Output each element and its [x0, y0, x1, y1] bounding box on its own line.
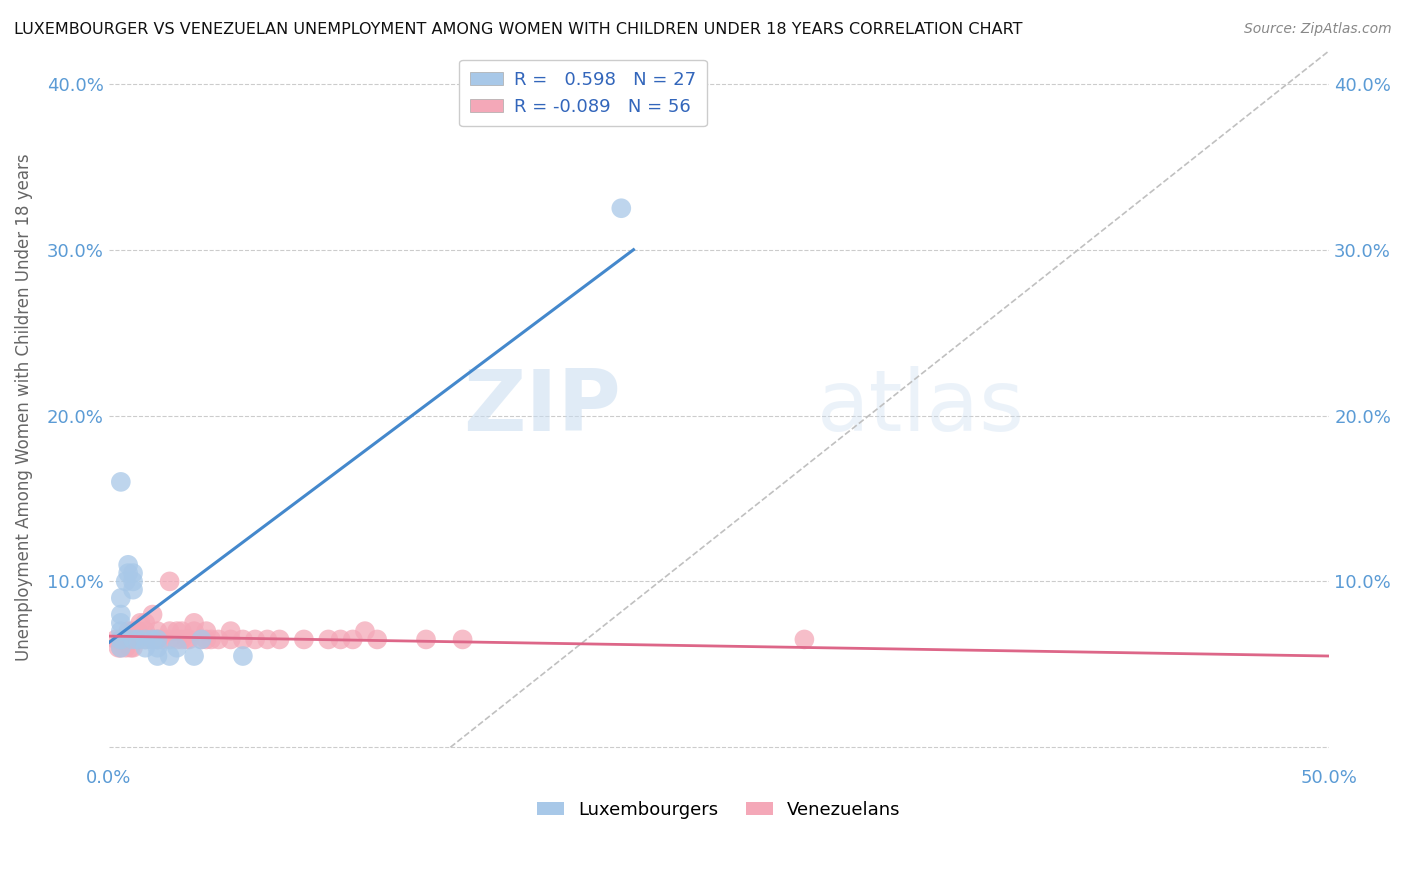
Point	[134, 632, 156, 647]
Point	[793, 632, 815, 647]
Point	[110, 640, 132, 655]
Point	[122, 624, 145, 639]
Point	[159, 624, 181, 639]
Point	[269, 632, 291, 647]
Point	[146, 648, 169, 663]
Point	[146, 632, 169, 647]
Point	[166, 624, 188, 639]
Point	[134, 615, 156, 630]
Point	[183, 615, 205, 630]
Point	[127, 632, 149, 647]
Legend: Luxembourgers, Venezuelans: Luxembourgers, Venezuelans	[530, 794, 908, 826]
Point	[190, 632, 212, 647]
Point	[183, 624, 205, 639]
Point	[142, 632, 165, 647]
Point	[110, 591, 132, 605]
Point	[127, 624, 149, 639]
Point	[129, 615, 152, 630]
Point	[232, 648, 254, 663]
Point	[159, 632, 181, 647]
Point	[122, 632, 145, 647]
Point	[256, 632, 278, 647]
Point	[142, 607, 165, 622]
Point	[122, 632, 145, 647]
Point	[104, 632, 127, 647]
Point	[114, 574, 136, 589]
Point	[150, 632, 173, 647]
Point	[219, 624, 242, 639]
Point	[451, 632, 474, 647]
Point	[354, 624, 377, 639]
Point	[232, 632, 254, 647]
Point	[117, 558, 139, 572]
Text: Source: ZipAtlas.com: Source: ZipAtlas.com	[1244, 22, 1392, 37]
Point	[146, 632, 169, 647]
Point	[190, 632, 212, 647]
Point	[122, 632, 145, 647]
Point	[318, 632, 340, 647]
Point	[342, 632, 364, 647]
Text: atlas: atlas	[817, 366, 1025, 449]
Point	[117, 566, 139, 580]
Point	[127, 632, 149, 647]
Point	[146, 640, 169, 655]
Point	[170, 624, 193, 639]
Point	[146, 632, 169, 647]
Point	[219, 632, 242, 647]
Point	[159, 574, 181, 589]
Point	[107, 640, 129, 655]
Point	[415, 632, 437, 647]
Point	[110, 640, 132, 655]
Point	[329, 632, 352, 647]
Text: ZIP: ZIP	[464, 366, 621, 449]
Y-axis label: Unemployment Among Women with Children Under 18 years: Unemployment Among Women with Children U…	[15, 153, 32, 661]
Point	[117, 624, 139, 639]
Point	[195, 632, 218, 647]
Point	[142, 632, 165, 647]
Point	[292, 632, 315, 647]
Point	[176, 632, 198, 647]
Point	[159, 648, 181, 663]
Text: LUXEMBOURGER VS VENEZUELAN UNEMPLOYMENT AMONG WOMEN WITH CHILDREN UNDER 18 YEARS: LUXEMBOURGER VS VENEZUELAN UNEMPLOYMENT …	[14, 22, 1022, 37]
Point	[179, 632, 201, 647]
Point	[166, 640, 188, 655]
Point	[366, 632, 388, 647]
Point	[114, 640, 136, 655]
Point	[110, 632, 132, 647]
Point	[146, 624, 169, 639]
Point	[120, 640, 142, 655]
Point	[200, 632, 222, 647]
Point	[117, 632, 139, 647]
Point	[183, 648, 205, 663]
Point	[195, 624, 218, 639]
Point	[610, 201, 633, 215]
Point	[122, 640, 145, 655]
Point	[122, 574, 145, 589]
Point	[110, 632, 132, 647]
Point	[110, 624, 132, 639]
Point	[207, 632, 229, 647]
Point	[134, 624, 156, 639]
Point	[243, 632, 266, 647]
Point	[170, 632, 193, 647]
Point	[134, 632, 156, 647]
Point	[112, 632, 135, 647]
Point	[110, 475, 132, 489]
Point	[166, 632, 188, 647]
Point	[122, 582, 145, 597]
Point	[122, 566, 145, 580]
Point	[134, 640, 156, 655]
Point	[110, 615, 132, 630]
Point	[110, 607, 132, 622]
